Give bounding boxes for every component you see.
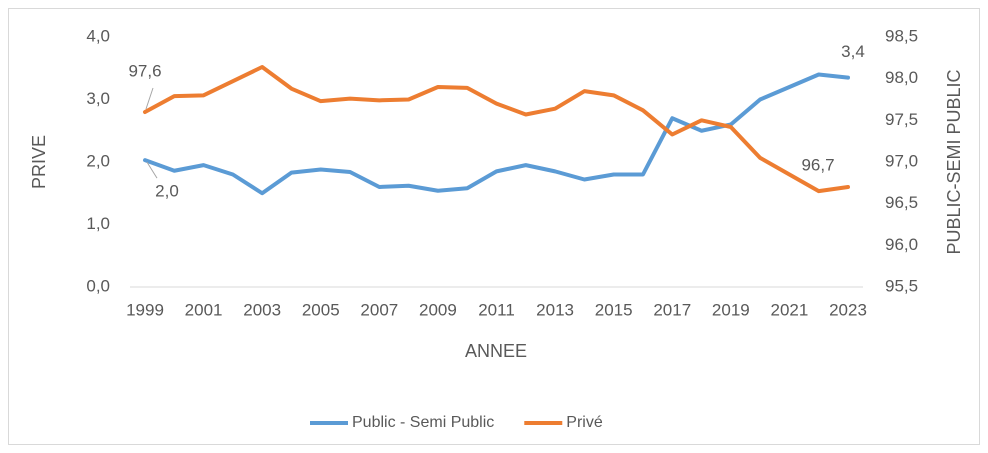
- data-label: 3,4: [841, 42, 865, 61]
- data-label: 96,7: [801, 155, 834, 174]
- data-label: 97,6: [128, 61, 161, 80]
- x-tick-label: 2003: [243, 300, 281, 319]
- series-line: [143, 65, 850, 194]
- y2-tick-label: 95,5: [885, 276, 918, 295]
- y2-tick-label: 98,5: [885, 26, 918, 45]
- x-tick-label: 2019: [712, 300, 750, 319]
- y2-tick-label: 98,0: [885, 68, 918, 87]
- x-tick-label: 2009: [419, 300, 457, 319]
- y2-axis-title: PUBLIC-SEMI PUBLIC: [944, 69, 964, 254]
- x-tick-label: 2001: [185, 300, 223, 319]
- x-tick-label: 2005: [302, 300, 340, 319]
- x-tick-label: 1999: [126, 300, 164, 319]
- y-tick-label: 4,0: [86, 26, 110, 45]
- x-tick-label: 2007: [360, 300, 398, 319]
- chart-border: [8, 8, 980, 445]
- legend-label: Public - Semi Public: [352, 414, 494, 431]
- y-tick-label: 1,0: [86, 214, 110, 233]
- x-axis-title: ANNEE: [465, 341, 527, 361]
- y2-tick-label: 97,5: [885, 110, 918, 129]
- y2-tick-label: 97,0: [885, 151, 918, 170]
- y-tick-label: 2,0: [86, 151, 110, 170]
- leader-line: [146, 161, 158, 179]
- leader-line: [145, 87, 154, 110]
- x-tick-label: 2015: [595, 300, 633, 319]
- x-tick-label: 2013: [536, 300, 574, 319]
- x-tick-label: 2017: [653, 300, 691, 319]
- data-label: 2,0: [155, 182, 179, 201]
- x-tick-label: 2011: [478, 300, 515, 319]
- y2-tick-label: 96,0: [885, 235, 918, 254]
- x-tick-label: 2023: [829, 300, 867, 319]
- legend-label: Privé: [566, 414, 603, 431]
- y-axis-title: PRIVE: [29, 135, 49, 189]
- series-line: [143, 72, 850, 196]
- x-tick-label: 2021: [771, 300, 809, 319]
- y-tick-label: 0,0: [86, 276, 110, 295]
- y2-tick-label: 96,5: [885, 193, 918, 212]
- y-tick-label: 3,0: [86, 89, 110, 108]
